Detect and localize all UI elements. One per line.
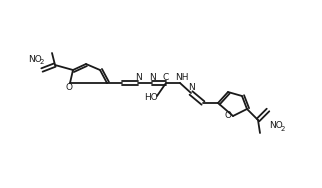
Text: NH: NH — [175, 73, 189, 82]
Text: C: C — [163, 73, 169, 82]
Text: N: N — [136, 73, 142, 82]
Text: NO: NO — [28, 55, 42, 64]
Text: N: N — [150, 73, 156, 82]
Text: HO: HO — [144, 93, 158, 102]
Text: N: N — [189, 83, 195, 92]
Text: O: O — [224, 111, 232, 120]
Text: NO: NO — [269, 121, 283, 130]
Text: O: O — [65, 83, 72, 92]
Text: 2: 2 — [281, 126, 285, 132]
Text: 2: 2 — [40, 59, 44, 65]
